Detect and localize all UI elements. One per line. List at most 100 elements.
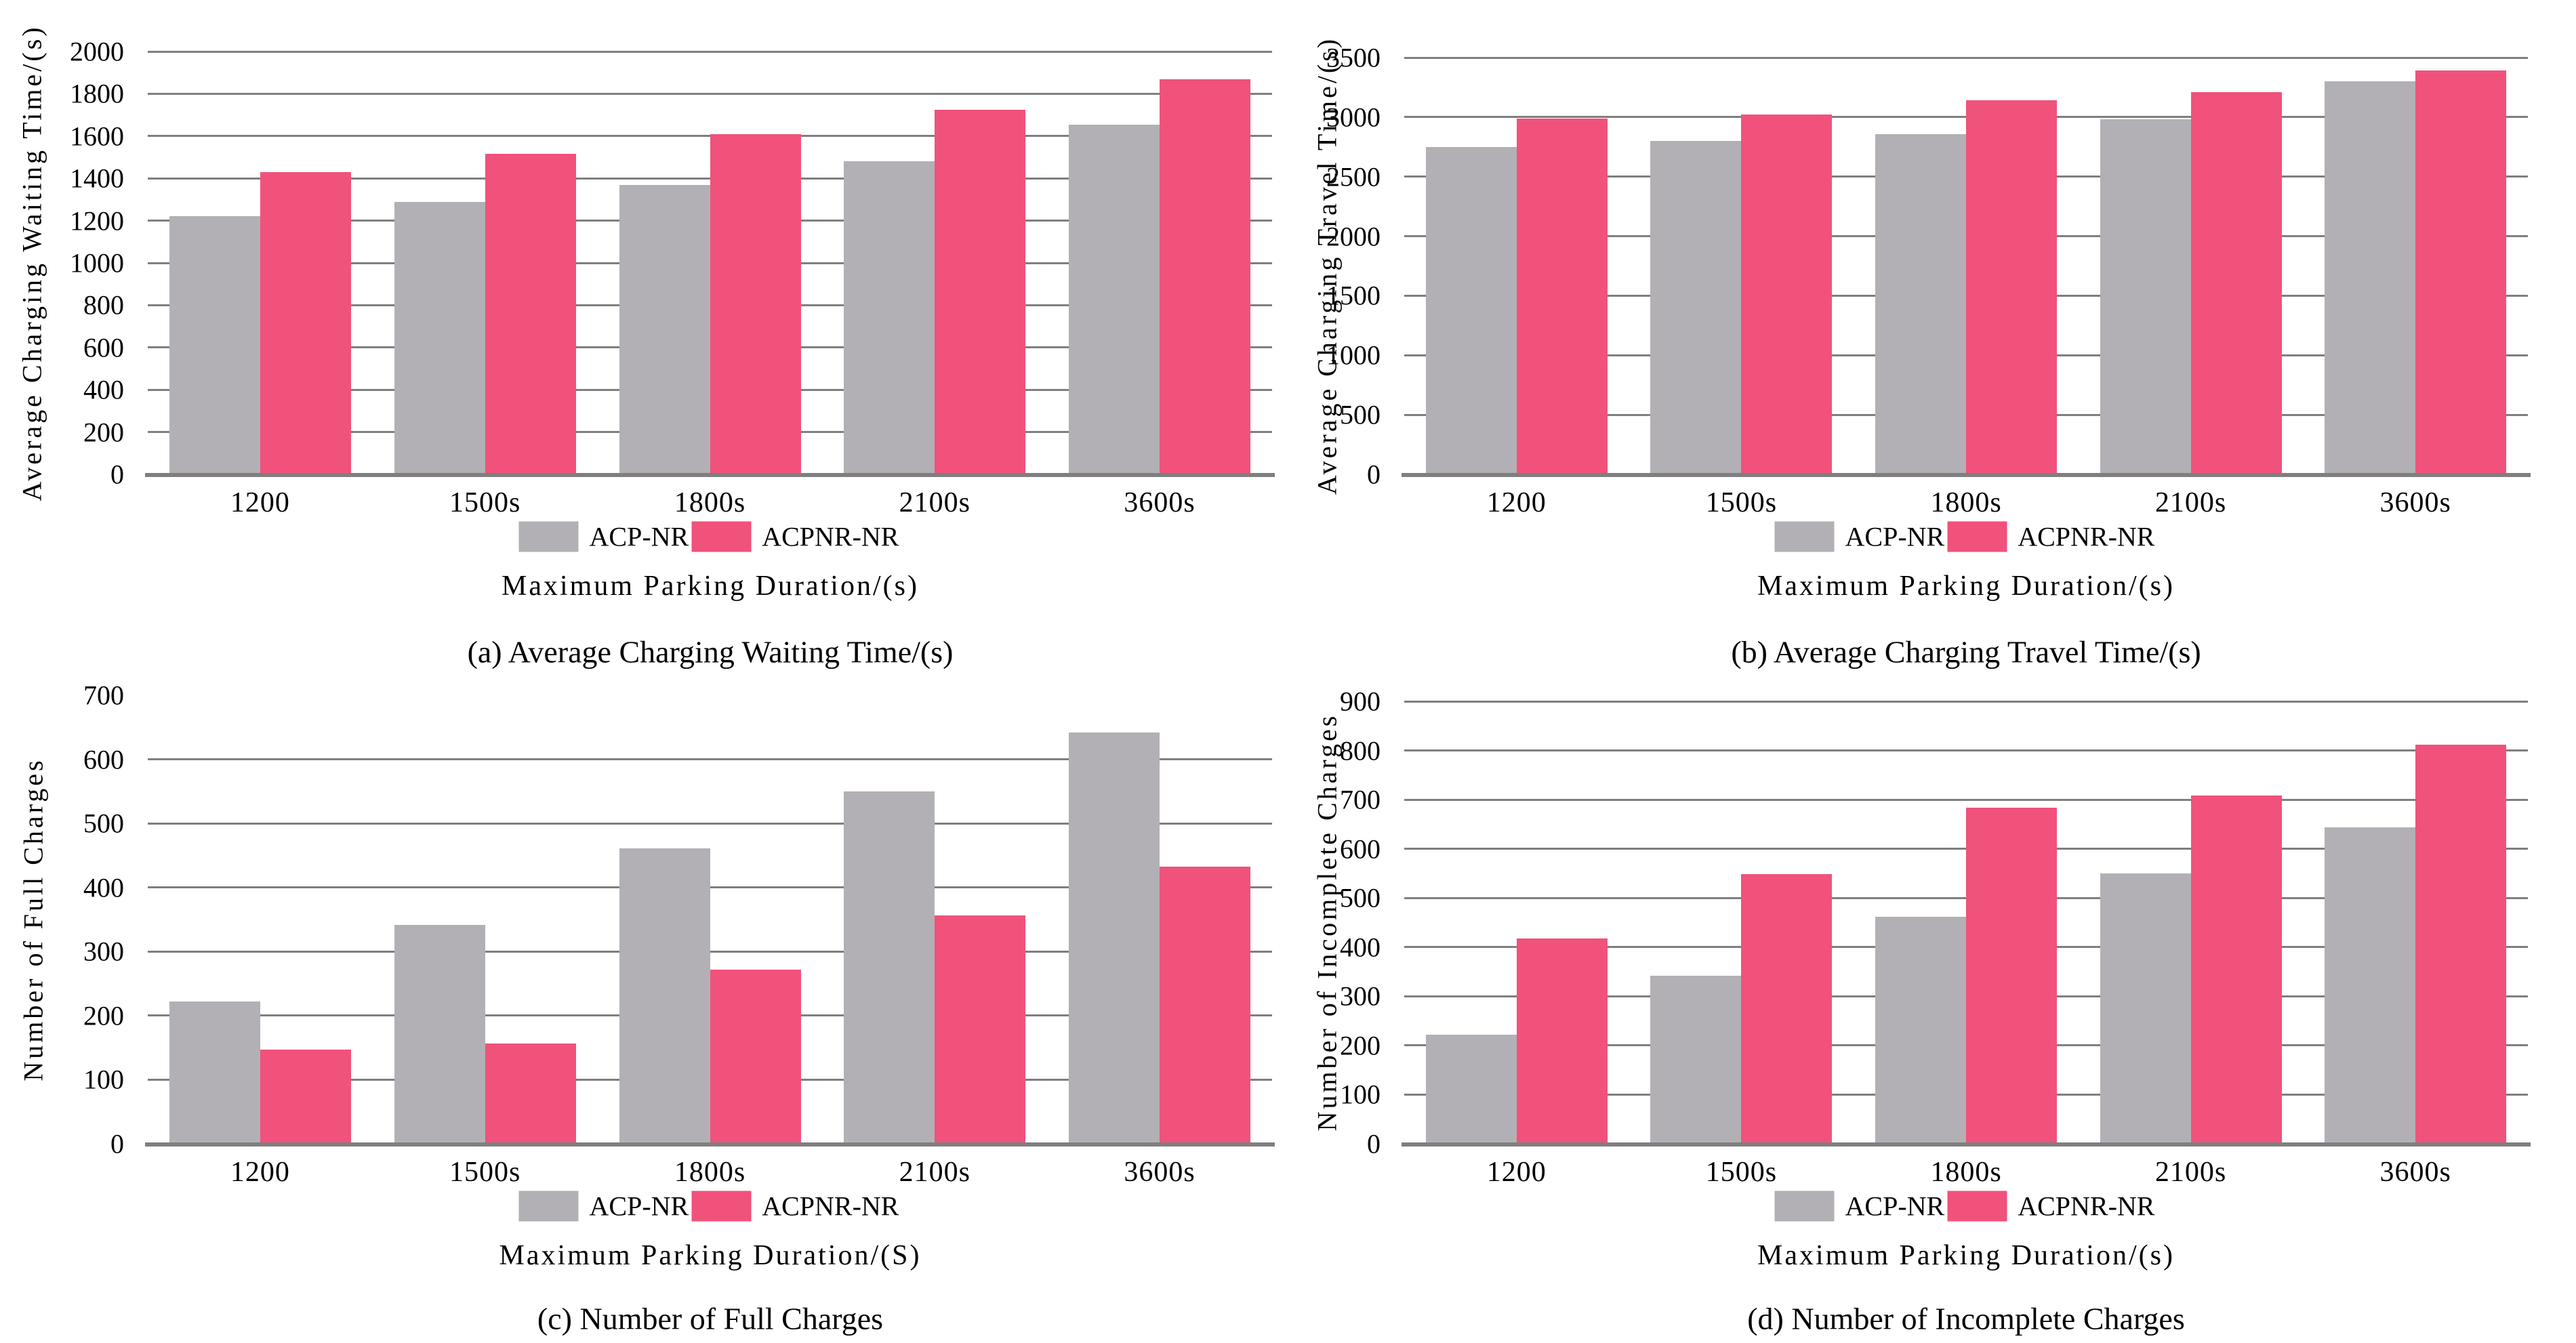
x-tick-label: 1500s: [449, 487, 521, 518]
x-tick-label: 3600s: [1124, 487, 1195, 518]
y-tick-label: 400: [83, 872, 124, 903]
x-axis-title: Maximum Parking Duration/(s): [1757, 571, 2175, 602]
legend-label-acpnr-nr: ACPNR-NR: [762, 1191, 899, 1222]
legend-label-acp-nr: ACP-NR: [1845, 1191, 1945, 1222]
y-tick-label: 400: [83, 374, 124, 405]
y-tick-label: 2000: [1326, 221, 1381, 252]
y-tick-label: 600: [83, 744, 124, 775]
bar-acpnr-nr-1500s: [485, 1044, 576, 1144]
legend-swatch-acpnr-nr: [691, 1191, 752, 1222]
bar-acp-nr-1800s: [1875, 134, 1966, 474]
chart-caption: (d) Number of Incomplete Charges: [1747, 1301, 2185, 1336]
y-tick-label: 300: [1340, 980, 1381, 1012]
x-tick-label: 1500s: [1705, 487, 1778, 518]
bar-acpnr-nr-1500s: [485, 154, 576, 474]
y-tick-label: 0: [110, 459, 124, 490]
bar-acp-nr-3600s: [1069, 732, 1160, 1144]
bar-acpnr-nr-2100s: [935, 109, 1026, 474]
x-axis-title: Maximum Parking Duration/(s): [502, 571, 919, 602]
legend-label-acp-nr: ACP-NR: [589, 521, 689, 552]
x-tick-label: 3600s: [2379, 487, 2451, 518]
x-tick-label: 3600s: [2379, 1157, 2451, 1188]
y-tick-label: 3000: [1326, 102, 1381, 133]
y-tick-label: 1800: [70, 78, 124, 109]
bar-acpnr-nr-1200: [260, 1049, 351, 1144]
bar-acpnr-nr-3600s: [2415, 744, 2507, 1144]
bar-acpnr-nr-2100s: [2190, 91, 2282, 474]
y-tick-label: 200: [83, 417, 124, 448]
bar-acp-nr-3600s: [1069, 124, 1160, 474]
y-tick-label: 1000: [1326, 339, 1381, 371]
bar-acp-nr-2100s: [2100, 873, 2191, 1144]
legend-label-acpnr-nr: ACPNR-NR: [2018, 1191, 2155, 1222]
bar-acp-nr-1200: [1425, 146, 1517, 474]
gridline: [148, 822, 1272, 825]
y-tick-label: 2000: [70, 36, 124, 67]
x-axis-title: Maximum Parking Duration/(s): [1757, 1240, 2175, 1271]
y-axis-title: Average Charging Waiting Time/(s): [16, 24, 47, 501]
legend: ACP-NR ACPNR-NR: [518, 521, 902, 553]
x-tick-label: 1200: [230, 487, 290, 518]
bar-acp-nr-1200: [169, 1001, 260, 1144]
bar-acpnr-nr-2100s: [2190, 796, 2282, 1144]
legend-swatch-acp-nr: [518, 521, 579, 552]
gridline: [148, 758, 1272, 761]
bar-acpnr-nr-2100s: [935, 915, 1026, 1144]
bar-acp-nr-1500s: [1650, 975, 1742, 1144]
x-tick-label: 2100s: [899, 487, 970, 518]
gridline: [148, 50, 1272, 53]
bar-acp-nr-1800s: [619, 848, 710, 1144]
x-tick-label: 1800s: [674, 487, 746, 518]
bar-acpnr-nr-1800s: [710, 133, 801, 474]
bar-acpnr-nr-1800s: [710, 969, 801, 1144]
x-axis-line: [1402, 473, 2531, 477]
x-tick-label: 1500s: [1705, 1157, 1778, 1188]
legend-swatch-acpnr-nr: [1947, 521, 2007, 552]
chart-caption: (a) Average Charging Waiting Time/(s): [467, 634, 954, 669]
y-tick-label: 600: [83, 332, 124, 363]
bar-acpnr-nr-1800s: [1966, 808, 2057, 1144]
y-tick-label: 1200: [70, 205, 124, 236]
bar-acp-nr-3600s: [2325, 827, 2416, 1144]
legend-label-acp-nr: ACP-NR: [1845, 521, 1945, 552]
legend-swatch-acpnr-nr: [1947, 1191, 2007, 1222]
y-tick-label: 100: [1340, 1079, 1381, 1110]
x-tick-label: 2100s: [2154, 1157, 2227, 1188]
gridline: [1404, 798, 2528, 801]
x-axis-line: [145, 1142, 1275, 1146]
y-tick-label: 200: [1340, 1030, 1381, 1061]
bar-acpnr-nr-1800s: [1966, 100, 2057, 474]
legend-label-acp-nr: ACP-NR: [589, 1191, 689, 1222]
bar-acpnr-nr-1200: [1516, 118, 1608, 474]
gridline: [1404, 700, 2528, 703]
y-tick-label: 700: [1340, 784, 1381, 815]
bar-acpnr-nr-3600s: [1160, 867, 1251, 1144]
bar-acp-nr-3600s: [2325, 81, 2416, 474]
y-axis-title: Number of Full Charges: [18, 758, 49, 1081]
x-tick-label: 1200: [1486, 1157, 1547, 1188]
y-tick-label: 0: [110, 1128, 124, 1159]
bar-acp-nr-1800s: [1875, 916, 1966, 1144]
x-axis-line: [1402, 1142, 2531, 1146]
bar-acp-nr-1500s: [394, 201, 485, 474]
y-tick-label: 800: [1340, 735, 1381, 766]
x-tick-label: 2100s: [2154, 487, 2227, 518]
bar-acp-nr-2100s: [844, 161, 935, 474]
y-tick-label: 500: [1340, 882, 1381, 913]
x-tick-label: 1800s: [674, 1157, 746, 1188]
y-tick-label: 1400: [70, 163, 124, 194]
gridline: [148, 886, 1272, 889]
bar-acp-nr-1500s: [394, 924, 485, 1144]
x-tick-label: 1200: [1486, 487, 1547, 518]
y-tick-label: 0: [1367, 1128, 1381, 1159]
y-tick-label: 800: [83, 289, 124, 321]
bar-acp-nr-1800s: [619, 184, 710, 474]
bar-acpnr-nr-1200: [260, 171, 351, 474]
chart-caption: (c) Number of Full Charges: [537, 1301, 884, 1336]
gridline: [1404, 56, 2528, 59]
legend: ACP-NR ACPNR-NR: [518, 1191, 902, 1222]
bar-acpnr-nr-3600s: [1160, 79, 1251, 474]
chart-caption: (b) Average Charging Travel Time/(s): [1731, 634, 2201, 669]
legend-swatch-acpnr-nr: [691, 521, 752, 552]
bar-acp-nr-1500s: [1650, 141, 1742, 474]
